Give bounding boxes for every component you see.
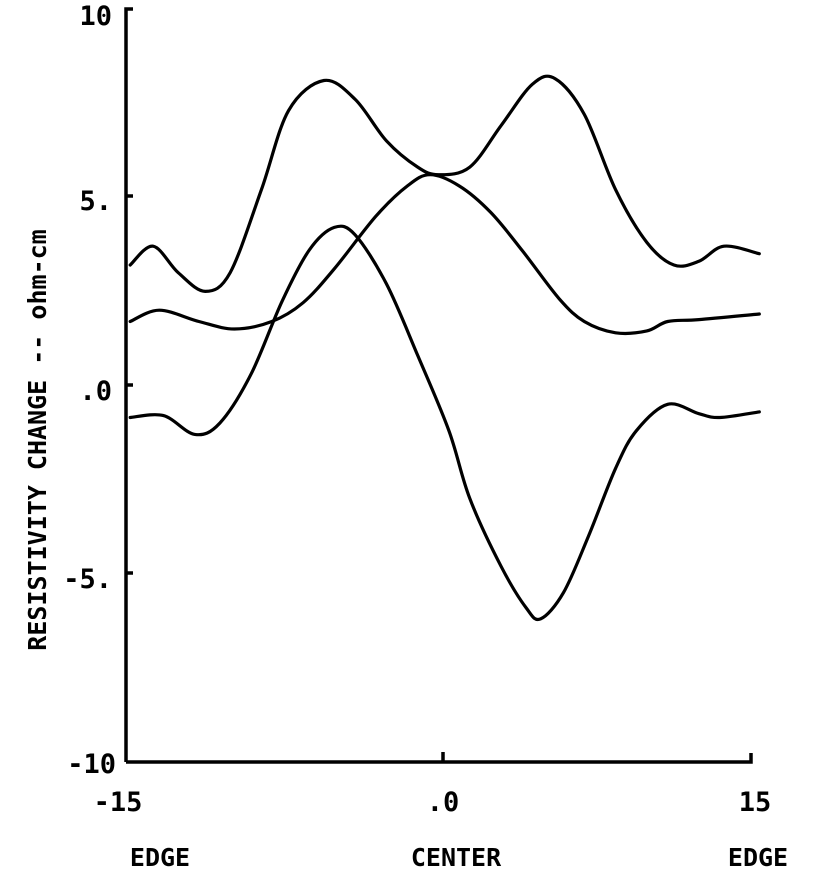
y-tick-label-neg10: -10 [67,749,116,780]
x-tick-label-15: 15 [739,787,772,818]
y-tick-labels: 10 5. .0 -5. -10 [63,1,116,780]
data-curve-2 [128,173,761,336]
x-tick-label-neg15: -15 [94,787,143,818]
edge-label-right: EDGE [728,843,788,872]
data-curve-3 [128,224,761,622]
data-curves [128,74,761,622]
x-tick-label-0: .0 [427,787,460,818]
x-tick-labels: -15 .0 15 [94,787,772,818]
position-labels: EDGE CENTER EDGE [130,843,788,872]
y-tick-label-5: 5. [79,186,112,217]
y-axis-title: RESISTIVITY CHANGE -- ohm-cm [23,229,52,650]
y-tick-label-neg5: -5. [63,564,112,595]
y-tick-label-0: .0 [79,376,112,407]
center-label: CENTER [411,843,502,872]
y-axis-line [124,7,133,762]
axes [124,7,753,764]
edge-label-left: EDGE [130,843,190,872]
x-axis-line [126,753,753,764]
y-tick-label-10: 10 [79,1,112,32]
data-curve-1 [128,74,761,293]
